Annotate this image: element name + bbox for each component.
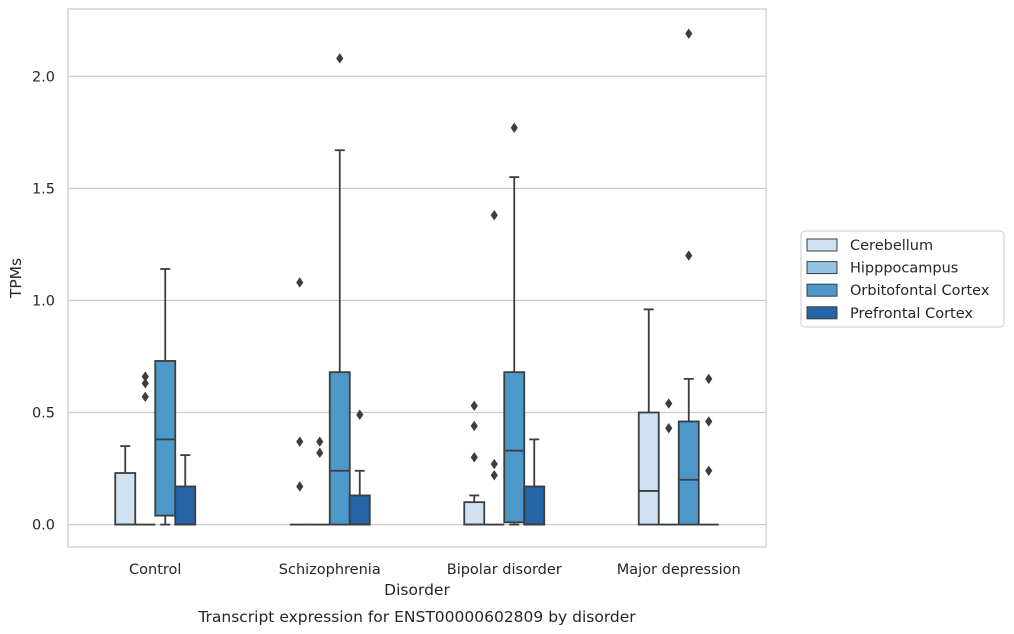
outlier-point [470, 452, 478, 463]
y-tick-label: 0.5 [32, 406, 55, 422]
legend-swatch [806, 261, 838, 275]
box-cerebellum [637, 308, 660, 526]
box-iqr [114, 472, 137, 526]
outlier-point [705, 373, 713, 385]
box-prefrontal-cortex [523, 438, 546, 526]
box-series [114, 28, 719, 526]
y-tick-label: 1.5 [32, 181, 55, 197]
outlier-point [470, 400, 478, 411]
box-prefrontal-cortex [174, 454, 197, 526]
outlier-point [296, 481, 304, 492]
x-tick-label: Control [129, 562, 181, 578]
outlier-point [356, 409, 364, 420]
box-orbitofontal-cortex [677, 28, 700, 526]
box-hipppocampus [484, 210, 505, 526]
box-orbitofontal-cortex [154, 268, 177, 526]
outlier-point [316, 436, 324, 447]
legend-swatch [806, 283, 838, 297]
chart-title: Transcript expression for ENST0000060280… [197, 608, 636, 626]
box-prefrontal-cortex [698, 373, 719, 526]
y-tick-label: 2.0 [32, 69, 55, 85]
outlier-point [490, 458, 498, 470]
outlier-point [490, 210, 498, 221]
legend-label: Orbitofontal Cortex [850, 283, 990, 299]
legend-swatch [806, 238, 838, 252]
outlier-point [685, 28, 693, 39]
outlier-point [316, 447, 324, 459]
y-tick-label: 1.0 [32, 293, 55, 309]
y-axis-label: TPMs [7, 258, 25, 299]
legend-label: Hipppocampus [850, 261, 958, 277]
box-iqr [174, 485, 197, 526]
box-iqr [637, 411, 660, 526]
outlier-point [141, 371, 149, 382]
box-iqr [523, 485, 546, 526]
box-iqr [328, 371, 351, 526]
legend-swatch [806, 306, 838, 320]
y-tick-labels: 0.0 0.5 1.0 1.5 2.0 [32, 69, 55, 533]
box-iqr [154, 360, 177, 517]
box-iqr [677, 420, 700, 526]
outlier-point [490, 470, 498, 481]
box-orbitofontal-cortex [328, 53, 351, 526]
box-cerebellum [463, 400, 486, 526]
x-tick-label: Bipolar disorder [447, 562, 562, 578]
outlier-point [705, 465, 713, 476]
outlier-point [510, 122, 518, 134]
box-prefrontal-cortex [348, 409, 371, 526]
outlier-point [296, 277, 304, 288]
legend-label: Prefrontal Cortex [850, 306, 973, 322]
box-iqr [463, 501, 486, 526]
outlier-point [470, 420, 478, 432]
x-axis-label: Disorder [384, 581, 450, 599]
box-iqr [503, 371, 526, 524]
x-tick-label: Schizophrenia [279, 562, 381, 578]
outlier-point [685, 250, 693, 261]
outlier-point [665, 398, 673, 409]
box-hipppocampus [658, 398, 679, 526]
legend-frame [800, 230, 1005, 328]
plot-frame [67, 8, 767, 548]
legend: Cerebellum Hipppocampus Orbitofontal Corte… [800, 230, 1005, 328]
outlier-point [296, 436, 304, 447]
box-hipppocampus [135, 371, 156, 526]
x-tick-label: Major depression [617, 562, 741, 578]
x-tick-labels: Control Schizophrenia Bipolar disorder Majo… [129, 562, 741, 578]
y-tick-label: 0.0 [32, 518, 55, 534]
outlier-point [141, 391, 149, 403]
outlier-point [665, 422, 673, 434]
box-hipppocampus [309, 436, 330, 526]
box-orbitofontal-cortex [503, 122, 526, 526]
outlier-point [336, 53, 344, 64]
legend-label: Cerebellum [850, 238, 933, 254]
box-cerebellum [289, 277, 310, 526]
box-iqr [348, 494, 371, 526]
box-cerebellum [114, 445, 137, 526]
outlier-point [705, 416, 713, 427]
outlier-point [141, 378, 149, 389]
